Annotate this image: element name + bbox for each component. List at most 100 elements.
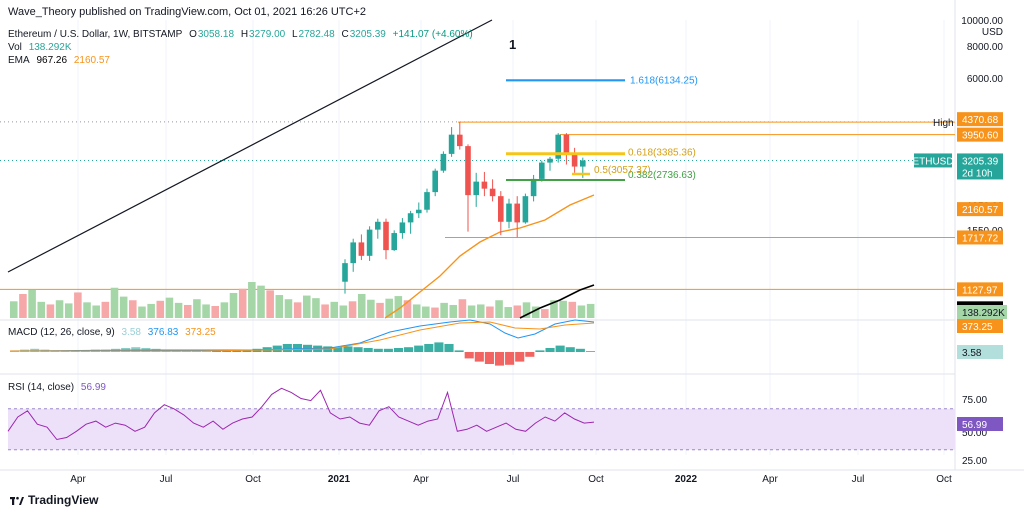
diagonal-trendline [7, 19, 493, 273]
volume-bar [156, 300, 165, 318]
countdown-label: 2d 10h [962, 168, 993, 179]
macd-signal-value: 373.25 [185, 327, 216, 338]
volume-bar [266, 290, 274, 318]
volume-bar [83, 302, 91, 318]
volume-bar [257, 285, 265, 318]
candle-body [563, 134, 570, 154]
price-label-box [957, 282, 1003, 297]
macd-hist-bar [434, 342, 444, 352]
price-tick-label: 10000.00 [961, 16, 1003, 27]
rsi-band [8, 408, 955, 450]
time-tick-label: Oct [245, 474, 261, 485]
macd-signal-line [10, 321, 595, 352]
price-label-text: 4370.68 [962, 115, 999, 126]
macd-hist-bar [515, 352, 525, 362]
volume-bar [19, 294, 27, 318]
volume-bar [431, 307, 439, 318]
publish-header: Wave_Theory published on TradingView.com… [8, 6, 367, 18]
brand-label: TradingView [28, 493, 99, 507]
candle-body [448, 134, 455, 154]
macd-hist-bar [383, 348, 393, 352]
price-tick-label: 6000.00 [967, 74, 1004, 85]
macd-hist-bar [353, 347, 363, 352]
macd-value: 376.83 [147, 327, 179, 338]
volume-bar [284, 299, 293, 318]
volume-bar [385, 298, 393, 318]
macd-hist-bar [70, 351, 80, 352]
volume-tag-box [957, 305, 1007, 319]
price-label-text: 1717.72 [962, 233, 999, 244]
volume-bar [577, 305, 586, 318]
macd-line [9, 319, 595, 352]
ema-fast-value: 967.26 [36, 55, 68, 66]
low-value: 2782.48 [298, 29, 335, 40]
price-label-box [957, 230, 1003, 245]
macd-legend: MACD (12, 26, close, 9) 3.58 376.83 373.… [8, 327, 220, 338]
last-price-box [957, 153, 1003, 180]
price-label-box [957, 202, 1003, 217]
candle-body [481, 181, 488, 189]
time-tick-label: Jul [160, 474, 173, 485]
price-tick-label: 8000.00 [967, 42, 1004, 53]
macd-hist-bar [414, 345, 424, 352]
macd-hist-bar [333, 347, 343, 352]
candle-body [399, 222, 406, 234]
macd-hist-bar [242, 349, 252, 352]
volume-bar [28, 289, 36, 318]
volume-bar [440, 302, 448, 318]
fib-0618-label: 0.618(3385.36) [628, 148, 696, 159]
last-price-label: 3205.39 [962, 156, 999, 167]
candle-body [457, 134, 463, 147]
candle-body [571, 153, 578, 167]
price-tick-label: USD [982, 27, 1003, 38]
macd-hist-tag-box [957, 345, 1003, 359]
time-tick-label: 2021 [328, 474, 351, 485]
macd-hist-bar [585, 351, 595, 352]
price-label-text: 1127.97 [962, 285, 998, 296]
volume-bar [550, 300, 558, 318]
macd-pane [9, 319, 595, 366]
volume-bar [211, 306, 219, 318]
time-tick-label: Apr [762, 474, 778, 485]
volume-bar [238, 288, 247, 318]
time-tick-label: Apr [413, 474, 429, 485]
volume-bar [110, 287, 119, 318]
horizontal-levels [0, 121, 955, 290]
candle-body [498, 196, 504, 222]
tradingview-footer[interactable]: TradingView [10, 493, 98, 507]
volume-bar [330, 301, 339, 318]
macd-hist-bar [454, 350, 464, 352]
candle-body [366, 229, 373, 256]
price-label-text: 2160.57 [962, 205, 999, 216]
tradingview-logo-icon [10, 496, 24, 505]
candle-body [473, 181, 479, 196]
low-label: L [291, 29, 298, 40]
candle-body [391, 233, 397, 251]
high-label: H [240, 29, 249, 40]
fib-1618-label: 1.618(6134.25) [630, 75, 698, 86]
time-tick-label: Jul [852, 474, 865, 485]
rsi-tick-label: 75.00 [962, 395, 987, 406]
time-tick-label: Oct [936, 474, 952, 485]
macd-hist-bar [525, 352, 535, 357]
macd-hist-bar [393, 348, 404, 352]
symbol-tag-label: ETHUSD [912, 156, 953, 167]
candle-body [358, 242, 365, 256]
macd-signal-tag-box [957, 319, 1003, 333]
volume-bar [193, 299, 201, 318]
candle-body [375, 221, 381, 230]
macd-hist-bar [444, 344, 454, 352]
trend-lines [7, 19, 595, 319]
time-tick-label: Oct [588, 474, 604, 485]
candle-body [522, 196, 529, 223]
volume-bar [147, 303, 155, 318]
volume-bar [531, 306, 540, 318]
macd-hist-bar [535, 350, 545, 352]
candle-body [465, 146, 471, 196]
macd-hist-bar [505, 352, 515, 365]
volume-bar [312, 298, 320, 318]
volume-bar [394, 296, 403, 318]
rsi-value: 56.99 [80, 382, 106, 393]
volume-bar [348, 301, 357, 318]
